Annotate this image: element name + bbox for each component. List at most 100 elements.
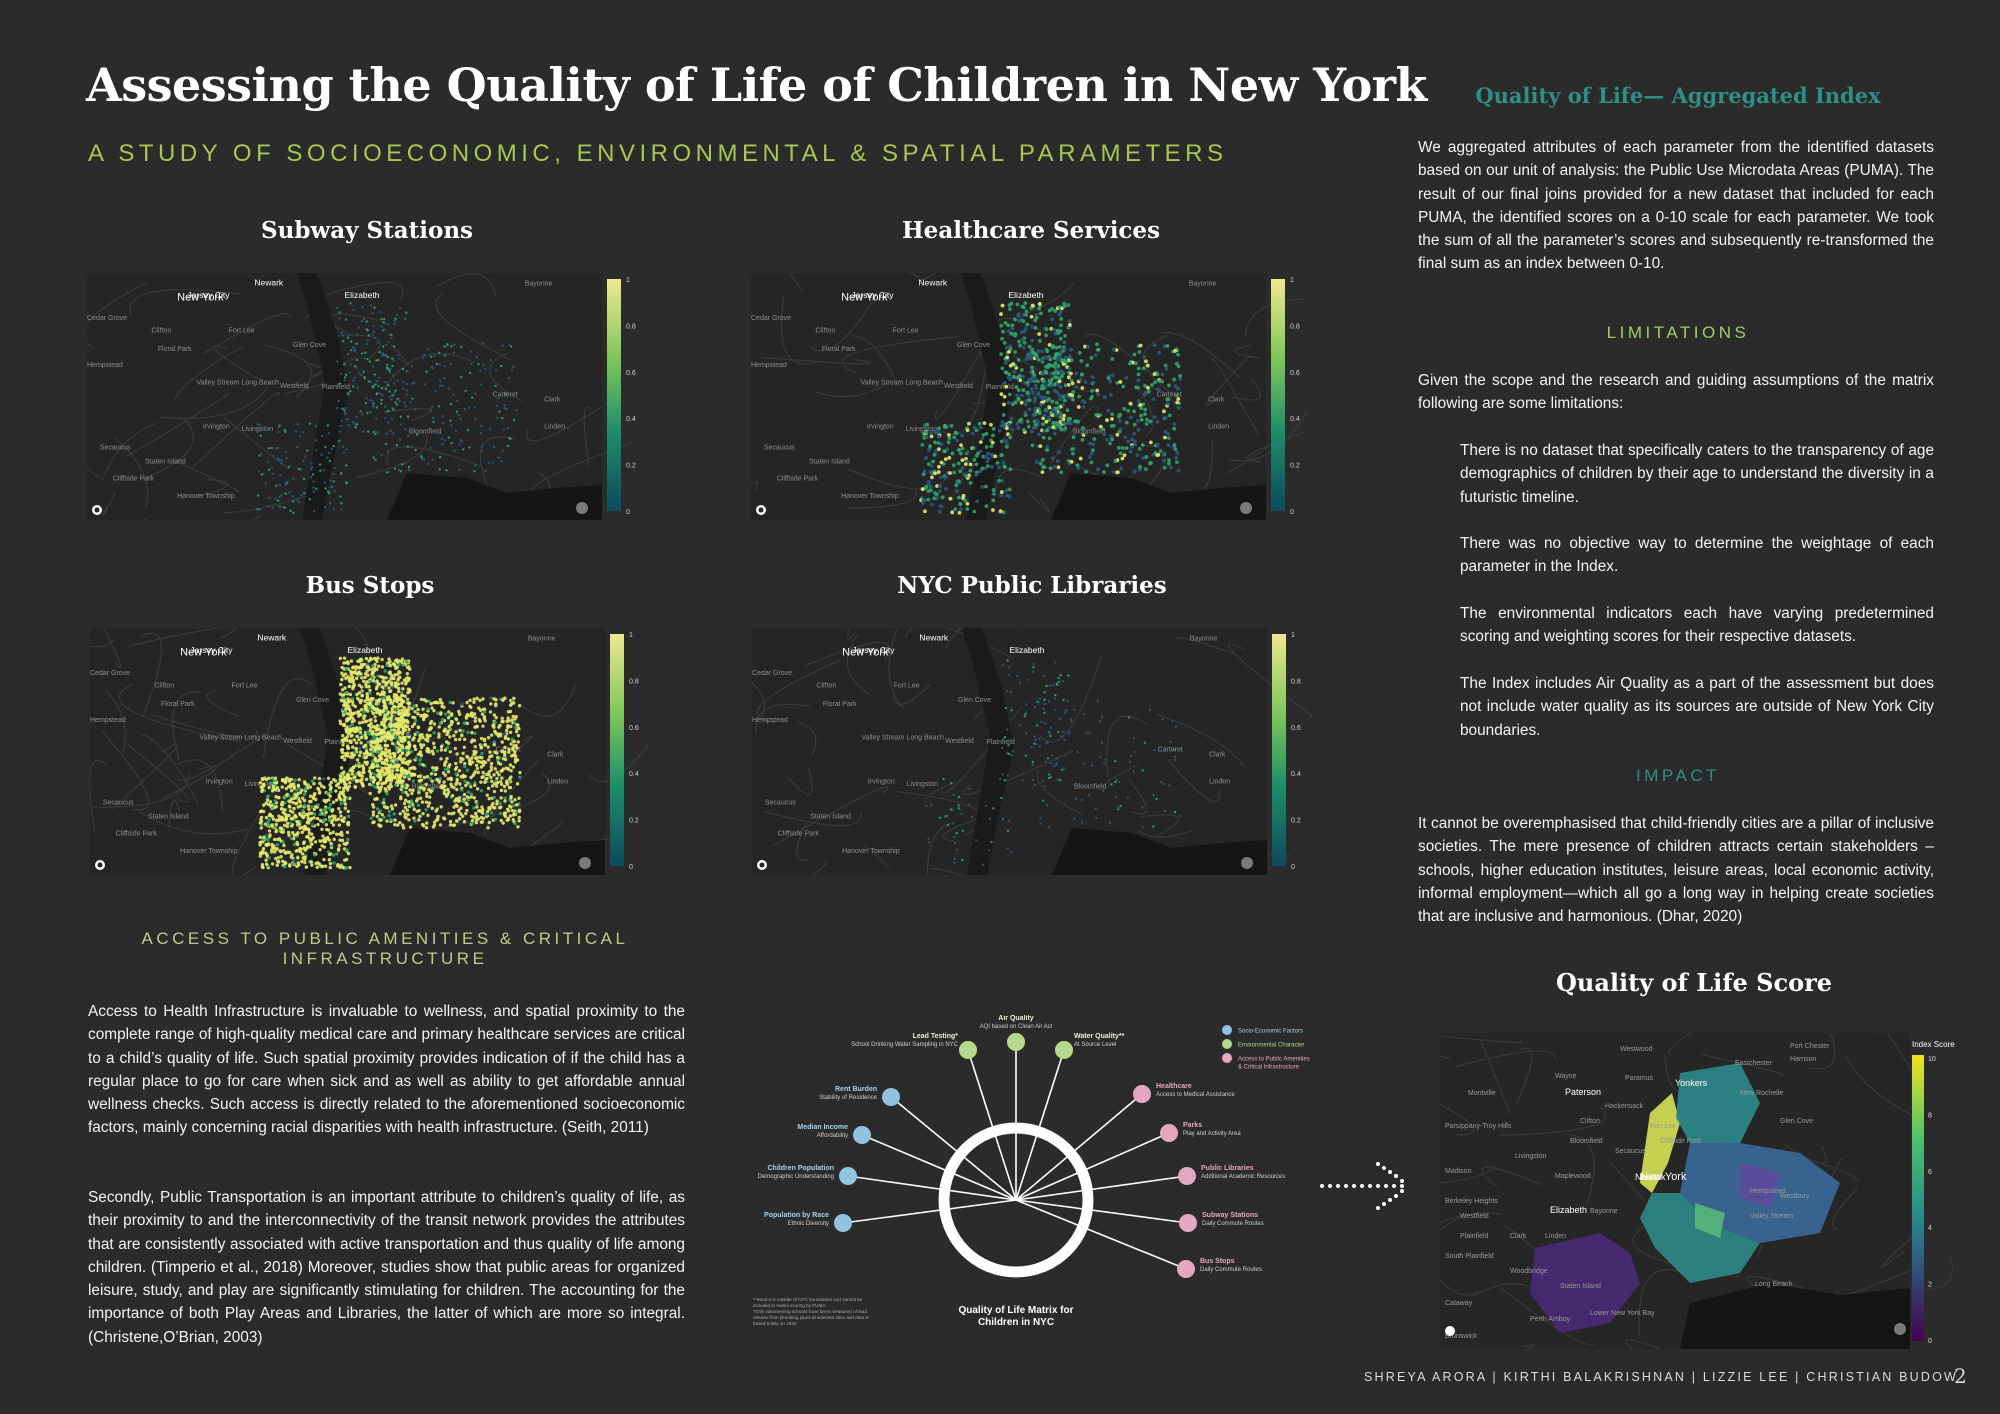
map-place-label: Staten Island bbox=[809, 458, 850, 465]
map-place-label: Irvington bbox=[867, 424, 894, 431]
colorbar-tick-label: 0.4 bbox=[1290, 416, 1300, 423]
map-place-label: Clark bbox=[544, 397, 561, 404]
map-place-label: Clark bbox=[1209, 752, 1226, 759]
score-map-place-label: Perth Amboy bbox=[1530, 1316, 1571, 1323]
quality-of-life-score-map[interactable]: Westwood Port Chester Harrison Eastchester W… bbox=[1440, 1033, 1960, 1349]
matrix-node-label: Median Income bbox=[797, 1124, 848, 1131]
colorbar-tick-label: 0.6 bbox=[626, 370, 636, 377]
colorbar-tick-label: 0.8 bbox=[626, 323, 636, 330]
info-icon[interactable] bbox=[576, 502, 588, 514]
map-place-label: Fort Lee bbox=[232, 682, 258, 689]
map-place-label: New York bbox=[842, 646, 889, 658]
map-place-label: Glen Cove bbox=[957, 342, 990, 349]
puma-region[interactable] bbox=[1740, 1163, 1780, 1208]
limitation-item: The Index includes Air Quality as a part… bbox=[1460, 675, 1934, 739]
matrix-node-sublabel: AQI based on Clean Air Act bbox=[980, 1024, 1053, 1030]
map-place-label: Cedar Grove bbox=[90, 670, 130, 677]
map-place-label: Carteret bbox=[1157, 392, 1182, 399]
score-map-place-label: Madison bbox=[1445, 1168, 1472, 1175]
map-place-label: Bayonne bbox=[1189, 280, 1217, 287]
score-map-place-label: Bloomfield bbox=[1570, 1138, 1603, 1145]
map-place-label: Westfield bbox=[944, 383, 973, 390]
libraries-map-title: NYC Public Libraries bbox=[897, 572, 1167, 599]
matrix-node bbox=[1179, 1214, 1197, 1232]
score-map-place-label: Paterson bbox=[1565, 1087, 1601, 1097]
map-place-label: Clark bbox=[547, 752, 564, 759]
matrix-node-sublabel: Ethnic Diversity bbox=[788, 1221, 829, 1227]
score-map-place-label: Maplewood bbox=[1555, 1173, 1591, 1180]
map-place-label: Clark bbox=[1208, 397, 1225, 404]
matrix-title-line-1: Quality of Life Matrix for bbox=[958, 1305, 1073, 1316]
score-map-place-label: Staten Island bbox=[1560, 1283, 1601, 1290]
legend-swatch bbox=[1222, 1039, 1232, 1049]
limitations-intro: Given the scope and the research and gui… bbox=[1418, 372, 1934, 413]
map-place-label: Bayonne bbox=[525, 280, 553, 287]
map-place-label: Linden bbox=[544, 424, 565, 431]
matrix-node bbox=[839, 1167, 857, 1185]
matrix-node-sublabel: Demographic Understanding bbox=[758, 1174, 834, 1180]
map-place-label: Hempstead bbox=[90, 717, 126, 724]
legend-label: Access to Public Amenities bbox=[1238, 1057, 1310, 1063]
index-score-tick-label: 8 bbox=[1928, 1112, 1932, 1119]
aggregated-index-title: Quality of Life— Aggregated Index bbox=[1475, 83, 1881, 108]
map-place-label: Clifton bbox=[151, 327, 171, 334]
map-place-label: Bloomfield bbox=[409, 429, 442, 436]
map-place-label: Elizabeth bbox=[345, 290, 380, 300]
score-map-place-label: South Plainfield bbox=[1445, 1253, 1494, 1260]
limitation-item: There was no objective way to determine … bbox=[1460, 535, 1934, 576]
puma-region[interactable] bbox=[1676, 1063, 1760, 1143]
map-place-label: Irvington bbox=[868, 779, 895, 786]
map-place-label: Bayonne bbox=[1190, 635, 1218, 642]
info-icon[interactable] bbox=[1240, 502, 1252, 514]
map-place-label: Plainfield bbox=[324, 739, 353, 746]
map-place-label: Floral Park bbox=[158, 346, 192, 353]
colorbar-tick-label: 0.4 bbox=[1291, 771, 1301, 778]
map-place-label: Staten Island bbox=[148, 813, 189, 820]
map-place-label: Secaucus bbox=[765, 800, 796, 807]
limitations-heading: LIMITATIONS bbox=[1606, 323, 1750, 342]
index-score-tick-label: 6 bbox=[1928, 1169, 1932, 1176]
score-map-place-label: Westfield bbox=[1460, 1213, 1489, 1220]
matrix-footnote: release from plumbing pipes at selected … bbox=[753, 1315, 869, 1320]
map-place-label: Plainfield bbox=[321, 384, 350, 391]
matrix-footnote: *Only volunteering schools have been mea… bbox=[753, 1309, 867, 1314]
matrix-node-sublabel: Affordability bbox=[817, 1133, 848, 1139]
colorbar bbox=[1271, 279, 1285, 511]
map-place-label: Long Beach bbox=[907, 734, 944, 741]
map-place-label: Livingston bbox=[242, 426, 274, 433]
score-map-place-label: Wayne bbox=[1555, 1073, 1577, 1080]
info-icon[interactable] bbox=[1894, 1323, 1906, 1335]
map-place-label: Bloomfield bbox=[1073, 429, 1106, 436]
puma-region[interactable] bbox=[1640, 1093, 1680, 1193]
puma-region[interactable] bbox=[1640, 1193, 1760, 1283]
map-place-label: New York bbox=[180, 646, 227, 658]
map-place-label: Fort Lee bbox=[894, 682, 920, 689]
info-icon[interactable] bbox=[1241, 857, 1253, 869]
puma-region[interactable] bbox=[1530, 1233, 1640, 1333]
limitation-item: The environmental indicators each have v… bbox=[1460, 605, 1934, 646]
matrix-node-label: Air Quality bbox=[998, 1015, 1034, 1022]
map-place-label: Westfield bbox=[280, 383, 309, 390]
map-place-label: Cedar Grove bbox=[752, 670, 792, 677]
matrix-node bbox=[1177, 1260, 1195, 1278]
map-place-label: Plainfield bbox=[985, 384, 1014, 391]
matrix-node-label: Water Quality** bbox=[1074, 1033, 1125, 1040]
map-place-label: Linden bbox=[1209, 779, 1230, 786]
page-title: Assessing the Quality of Life of Childre… bbox=[86, 58, 1427, 112]
colorbar-tick-label: 0.8 bbox=[1290, 323, 1300, 330]
matrix-node-label: Bus Stops bbox=[1200, 1258, 1235, 1265]
subway-map-title: Subway Stations bbox=[261, 217, 473, 244]
matrix-node-label: Public Libraries bbox=[1201, 1165, 1254, 1172]
map-place-label: Cedar Grove bbox=[87, 315, 127, 322]
quality-of-life-matrix-diagram: Lead Testing* School Drinking Water Sampl… bbox=[753, 1015, 1310, 1328]
matrix-node bbox=[1133, 1085, 1151, 1103]
matrix-footnote: based solely on 2020 bbox=[753, 1321, 797, 1326]
puma-region[interactable] bbox=[1695, 1203, 1725, 1238]
info-icon[interactable] bbox=[579, 857, 591, 869]
map-place-label: Hanover Township bbox=[180, 848, 238, 855]
map-place-label: Floral Park bbox=[822, 346, 856, 353]
